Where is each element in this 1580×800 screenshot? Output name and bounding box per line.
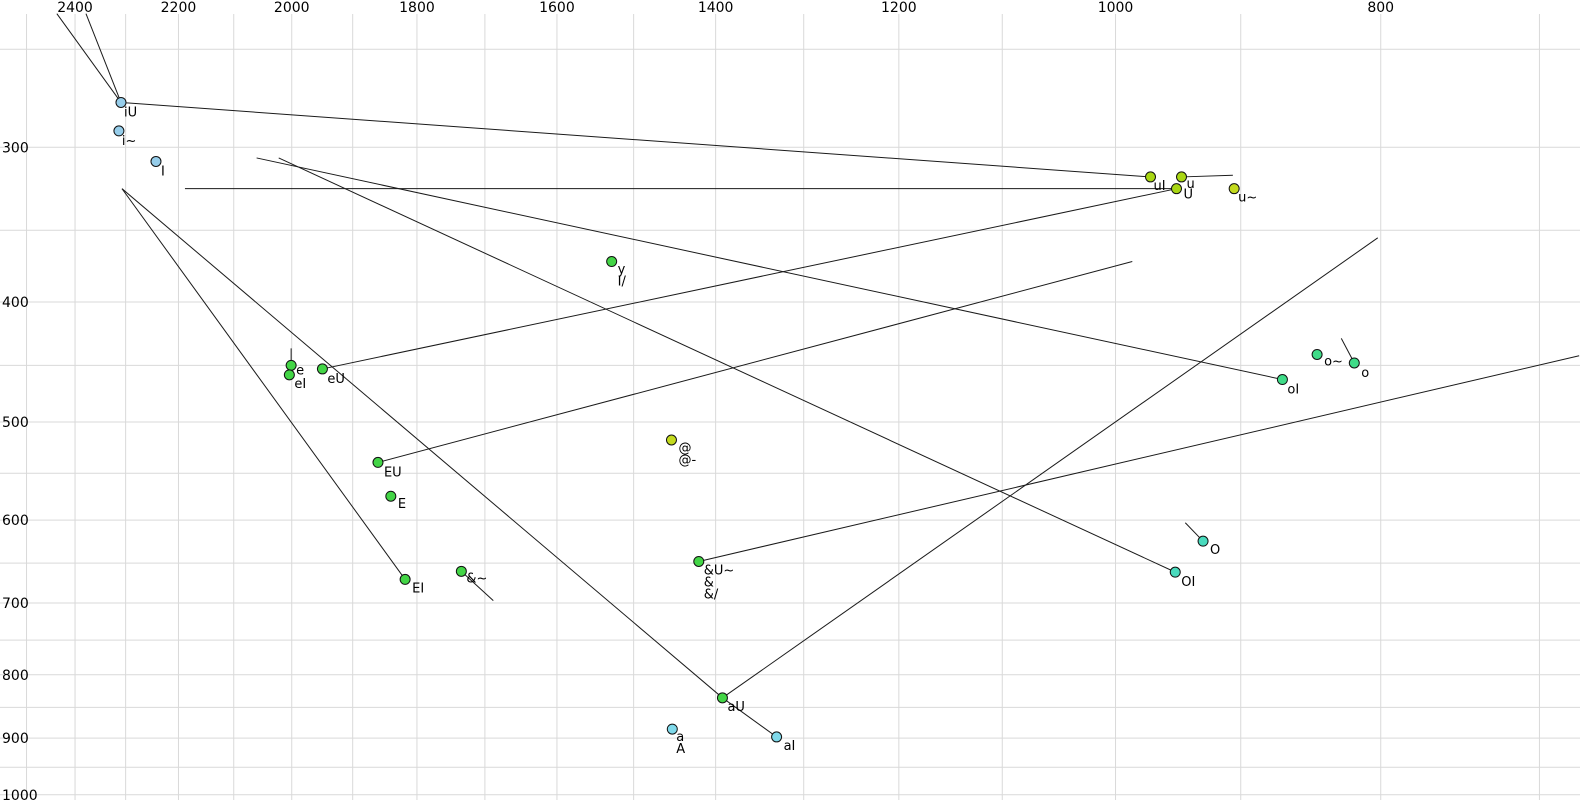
vowel-label-EI: EI: [412, 581, 424, 596]
vowel-point-u~: [1228, 183, 1240, 195]
vowel-point-uI: [1145, 171, 1157, 183]
y-axis-tick-labels: 300 400 500 600 700 800 900 1000: [2, 140, 38, 800]
x-tick-label: 1600: [539, 0, 575, 16]
x-tick-label: 1000: [1098, 0, 1134, 16]
x-tick-label: 2000: [274, 0, 310, 16]
trajectory-front-to-aU: [121, 188, 723, 699]
vowel-point-i~: [113, 125, 125, 137]
vowel-point-O: [1197, 535, 1209, 547]
trajectory-lines: [56, 13, 1580, 738]
vowel-label-a: a: [676, 730, 684, 745]
vowel-label-@-: @-: [678, 453, 696, 468]
y-tick-label: 500: [2, 415, 29, 431]
y-tick-label: 900: [2, 731, 29, 747]
vowel-label-U: U: [1183, 188, 1193, 203]
vowel-label-e: e: [296, 363, 304, 378]
vowel-label-aI: aI: [784, 739, 796, 754]
vowel-point-oI: [1276, 374, 1288, 386]
vowel-point-OI: [1169, 566, 1181, 578]
vowel-point-&U~: [693, 555, 705, 567]
trajectory-front-to-oI: [256, 157, 1283, 380]
trajectory-into-iU-1: [56, 13, 122, 103]
vowel-point-U: [1170, 183, 1182, 195]
vowel-point-EI: [399, 573, 411, 585]
x-tick-label: 2200: [161, 0, 197, 16]
vowel-point-u: [1176, 171, 1188, 183]
y-tick-label: 800: [2, 668, 29, 684]
vowel-label-eU: eU: [327, 372, 345, 387]
trajectory-iU-to-uI: [120, 101, 1151, 178]
vowel-point-&~: [455, 565, 467, 577]
vowel-label-OI: OI: [1181, 575, 1195, 590]
x-tick-label: 1200: [881, 0, 917, 16]
vowel-label-&: &: [704, 575, 714, 590]
vowel-point-iU: [115, 96, 127, 108]
vowel-label-i~: i~: [122, 134, 137, 149]
x-tick-label: 2400: [57, 0, 93, 16]
trajectory-into-iU-2: [85, 13, 122, 103]
y-tick-label: 600: [2, 513, 29, 529]
x-tick-label: 1800: [399, 0, 435, 16]
vowel-label-uI: uI: [1154, 179, 1166, 194]
vowel-point-EU: [372, 456, 384, 468]
vowel-label-O: O: [1210, 543, 1220, 558]
y-tick-label: 700: [2, 596, 29, 612]
vowel-point-eU: [316, 363, 328, 375]
vowel-label-E: E: [398, 497, 406, 512]
trajectory-aU-glide: [722, 237, 1379, 699]
trajectory-front-to-OI: [278, 157, 1176, 573]
vowel-point-a: [666, 723, 678, 735]
vowel-label-y: y: [618, 263, 626, 278]
x-tick-label: 800: [1367, 0, 1394, 16]
trajectory-u-glide: [1181, 174, 1233, 178]
vowel-point-E: [385, 490, 397, 502]
vowel-point-y: [606, 256, 618, 268]
trajectory-eU-to-U: [322, 188, 1177, 370]
vowel-label-eI: eI: [294, 377, 306, 392]
vowel-label-oI: oI: [1287, 383, 1299, 398]
vowel-label-EU: EU: [384, 465, 402, 480]
y-tick-label: 300: [2, 140, 29, 156]
trajectory-front-to-EI: [121, 188, 406, 580]
vowel-label-o~: o~: [1324, 354, 1343, 369]
vowel-point-@: [665, 434, 677, 446]
vowel-point-o: [1348, 357, 1360, 369]
trajectory-ampU-glide: [698, 355, 1580, 562]
vowel-point-eI: [283, 369, 295, 381]
x-tick-label: 1400: [698, 0, 734, 16]
vowel-point-I: [150, 155, 162, 167]
gridlines: [0, 14, 1580, 800]
x-axis-tick-labels: 2400 2200 2000 1800 1600 1400 1200 1000 800: [57, 0, 1394, 16]
vowel-point-e: [285, 359, 297, 371]
vowel-label-o: o: [1361, 366, 1369, 381]
vowel-point-aU: [716, 692, 728, 704]
vowel-points: [113, 96, 1360, 743]
vowel-point-labels: iU i~ IuI uU u~ yI/eeI eU EU E EI &~ &U~&&/ @@- aU aA a…: [122, 105, 1369, 757]
vowel-label-u: u: [1187, 177, 1195, 192]
vowel-label-u~: u~: [1238, 191, 1257, 206]
vowel-label-&/: &/: [704, 587, 719, 602]
vowel-label-A: A: [676, 742, 685, 757]
vowel-point-o~: [1311, 348, 1323, 360]
vowel-point-aI: [771, 731, 783, 743]
vowel-label-iU: iU: [124, 105, 137, 120]
vowel-label-&~: &~: [466, 571, 487, 586]
vowel-label-&U~: &U~: [704, 563, 735, 578]
trajectory-EU-glide: [377, 261, 1133, 463]
trajectory-aU-to-aI: [722, 697, 777, 738]
vowel-label-I: I: [161, 164, 165, 179]
y-tick-label: 400: [2, 295, 29, 311]
y-tick-label: 1000: [2, 788, 38, 800]
trajectory-amp-glide: [461, 570, 494, 602]
vowel-label-I/: I/: [618, 275, 627, 290]
vowel-label-@: @: [678, 441, 691, 456]
vowel-label-aU: aU: [727, 700, 744, 715]
